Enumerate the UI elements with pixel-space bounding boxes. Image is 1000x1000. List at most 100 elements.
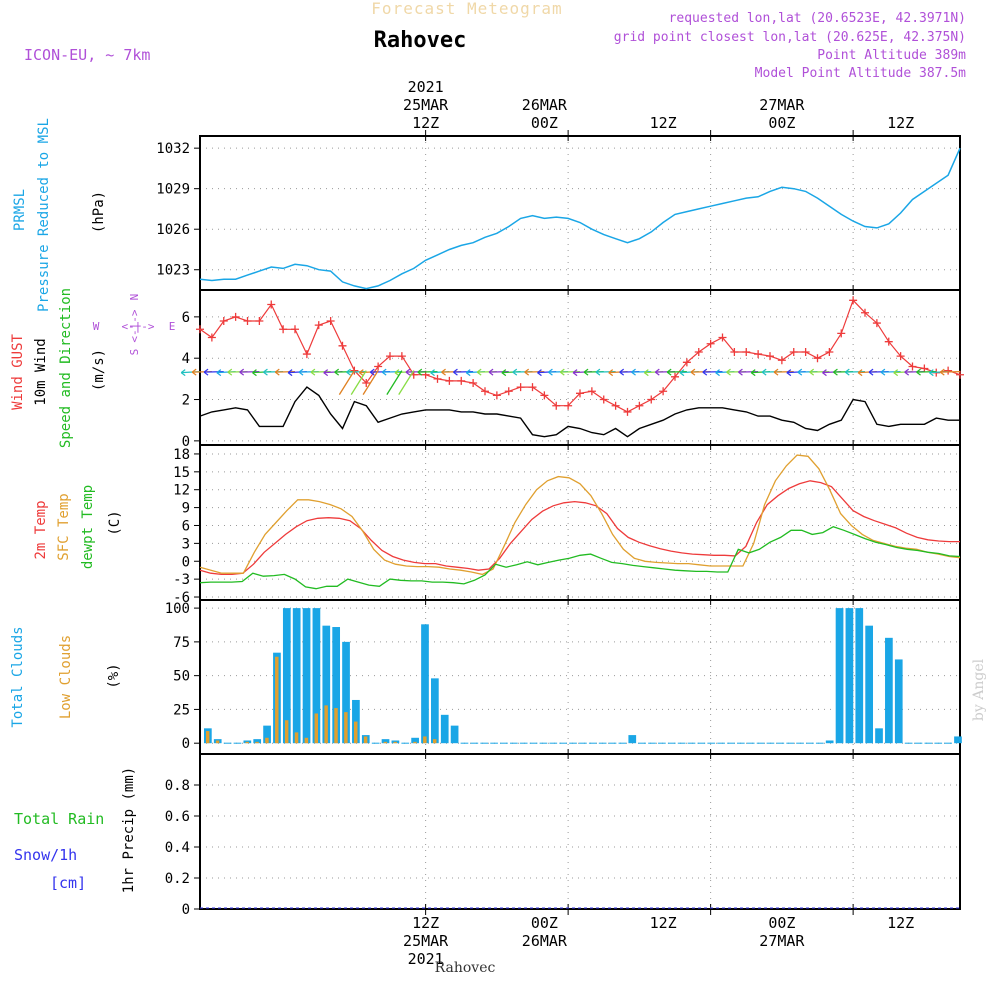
temp-series	[199, 454, 961, 590]
cloud-series	[204, 608, 962, 744]
total-cloud-bar	[332, 627, 341, 744]
total-clouds-label: Total Clouds	[10, 626, 26, 727]
wind-arrow-head	[501, 369, 507, 377]
y-tick-label: 1026	[156, 222, 190, 238]
top-time-label: 25MAR	[403, 96, 449, 114]
y-tick-label: 0.8	[165, 778, 190, 794]
wind-arrow-head	[548, 368, 553, 376]
y-tick-label: 100	[165, 601, 190, 617]
total-cloud-bar	[954, 736, 962, 744]
gridpoint-coords: grid point closest lon,lat (20.625E, 42.…	[614, 30, 966, 45]
gust-marker	[314, 321, 323, 330]
low-cloud-bar	[304, 737, 309, 744]
wind-arrow-long	[386, 370, 403, 395]
wind-arrow-head	[239, 368, 245, 376]
wind-arrow-head	[738, 368, 743, 376]
gust-marker	[718, 333, 727, 342]
total-cloud-bar	[885, 637, 893, 744]
wind-arrow-head	[750, 369, 756, 377]
y-tick-label: 0.2	[165, 871, 190, 887]
wind-arrow-head	[679, 369, 685, 377]
total-cloud-bar	[677, 742, 686, 744]
y-tick-label: 0	[182, 434, 190, 450]
bottom-time-label: 00Z	[531, 914, 558, 932]
gust-marker	[849, 296, 858, 305]
temp-frame	[199, 444, 961, 601]
rain-label: Total Rain	[14, 810, 104, 828]
total-cloud-bar	[845, 608, 854, 744]
wind-arrow-head	[216, 369, 222, 377]
t2m-label: 2m Temp	[33, 500, 49, 559]
wind-arrow	[631, 371, 652, 373]
gust-marker	[504, 387, 513, 396]
total-cloud-bar	[509, 742, 518, 744]
total-cloud-bar	[559, 742, 568, 744]
total-cloud-bar	[549, 742, 558, 744]
total-cloud-bar	[707, 742, 716, 744]
total-cloud-bar	[776, 742, 785, 744]
wind-arrow-head	[559, 368, 565, 376]
prmsl-label: PRMSL	[12, 189, 28, 231]
wind-arrow	[560, 371, 581, 373]
total-cloud-bar	[322, 625, 331, 744]
gust-marker	[611, 401, 620, 410]
compass-w: W	[93, 320, 100, 333]
compass-arrow-horizontal: <-|->	[121, 320, 154, 333]
y-tick-label: 0	[182, 554, 190, 570]
gust-marker	[754, 350, 763, 359]
wind10-label: 10m Wind	[33, 338, 49, 405]
y-tick-label: 0	[182, 736, 190, 752]
total-cloud-bar	[450, 725, 459, 744]
total-cloud-bar	[618, 742, 627, 744]
gust-marker	[469, 379, 478, 387]
snow-label: Snow/1h	[14, 846, 77, 864]
prmsl-desc-label: Pressure Reduced to MSL	[36, 118, 52, 312]
wind-arrow-head	[180, 369, 186, 377]
gust-marker	[492, 391, 501, 400]
top-time-label: 26MAR	[522, 96, 568, 114]
wind-arrow-head	[252, 369, 257, 377]
gust-marker	[682, 358, 691, 367]
gust-marker	[659, 387, 668, 396]
low-cloud-bar	[354, 721, 358, 744]
cloud-unit: (%)	[106, 663, 122, 688]
gust-marker	[397, 352, 406, 361]
bottom-time-label: 12Z	[887, 914, 914, 932]
precip-unit: 1hr Precip (mm)	[121, 767, 137, 893]
wind-arrow	[417, 371, 438, 373]
top-time-label: 00Z	[531, 114, 558, 132]
total-cloud-bar	[914, 742, 923, 744]
total-cloud-bar	[569, 742, 577, 744]
wind-arrow	[239, 371, 260, 373]
wind-arrow	[524, 371, 545, 373]
wind-arrow-head	[227, 368, 233, 376]
wind-arrow-head	[880, 368, 886, 376]
gust-marker	[207, 333, 216, 342]
total-cloud-bar	[865, 625, 873, 744]
total-cloud-bar	[904, 742, 913, 744]
low-cloud-bar	[423, 736, 427, 744]
total-cloud-bar	[815, 742, 824, 744]
pressure-labels: PRMSL Pressure Reduced to MSL (hPa)	[12, 118, 107, 312]
low-cloud-bar	[205, 731, 210, 744]
gust-marker	[291, 325, 299, 334]
wind-arrow-head	[916, 368, 921, 376]
gust-marker	[825, 348, 834, 356]
low-cloud-bar	[275, 656, 279, 744]
wind-arrow-head	[310, 368, 316, 376]
wind-arrow	[275, 371, 296, 373]
y-tick-label: 0.4	[165, 840, 190, 856]
wind-arrow	[204, 371, 224, 373]
gust-marker	[884, 337, 893, 346]
gust-marker	[255, 317, 264, 325]
wind-arrow	[880, 371, 901, 373]
wind-panel: 0 2 4 6	[182, 289, 961, 450]
wind-arrow-head	[857, 369, 863, 377]
wind-arrow-head	[939, 368, 945, 376]
wind-labels: Wind GUST 10m Wind Speed and Direction (…	[10, 288, 175, 448]
dewpt-line	[199, 525, 961, 590]
gust-marker	[671, 372, 679, 381]
compass-n: N	[128, 294, 141, 301]
y-tick-label: 0	[182, 902, 190, 918]
wind-arrow	[667, 371, 687, 373]
